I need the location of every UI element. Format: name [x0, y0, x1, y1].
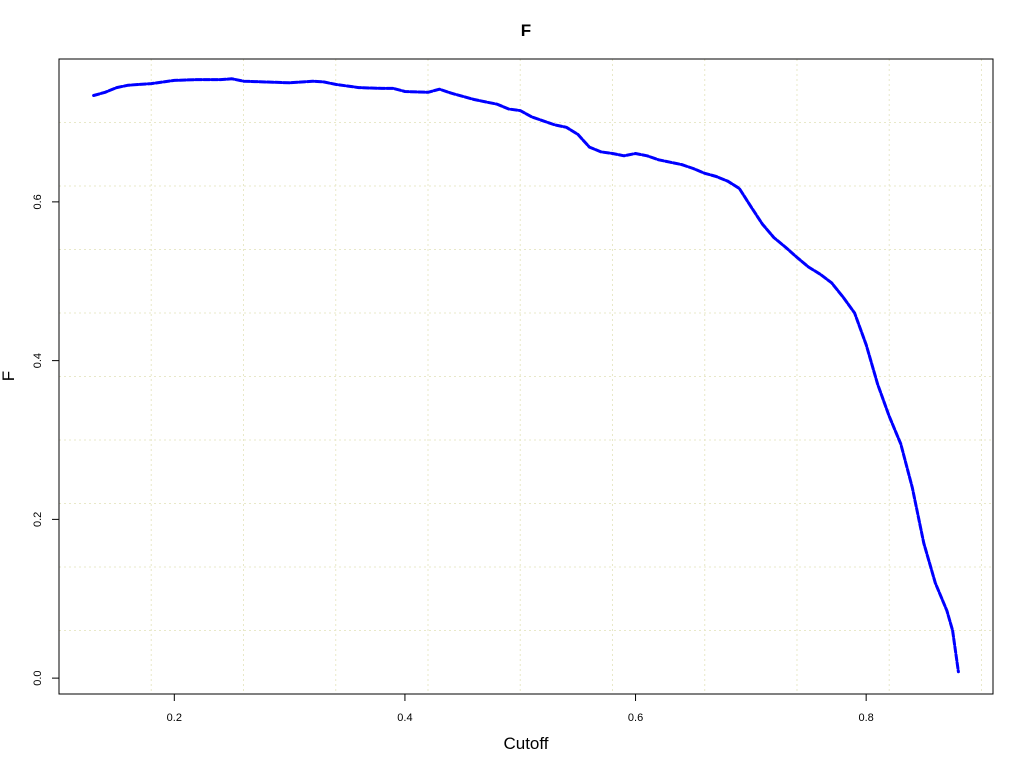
- y-axis: 0.0 0.2 0.4 0.6: [32, 194, 59, 686]
- plot-frame: [58, 58, 994, 695]
- grid-lines: [59, 58, 993, 694]
- x-tick-label: 0.2: [167, 712, 182, 724]
- y-tick-label: 0.2: [32, 512, 44, 527]
- x-axis: 0.2 0.4 0.6 0.8: [167, 694, 874, 724]
- x-axis-title: Cutoff: [503, 734, 548, 753]
- y-tick-label: 0.6: [32, 194, 44, 209]
- x-tick-label: 0.8: [859, 712, 874, 724]
- x-tick-label: 0.6: [628, 712, 643, 724]
- y-tick-label: 0.0: [32, 670, 44, 685]
- y-tick-label: 0.4: [32, 353, 44, 368]
- chart-title: F: [521, 21, 531, 40]
- series-line-0: [92, 77, 960, 674]
- x-tick-label: 0.4: [397, 712, 412, 724]
- series-layer: [92, 77, 960, 674]
- y-axis-title: F: [0, 371, 18, 381]
